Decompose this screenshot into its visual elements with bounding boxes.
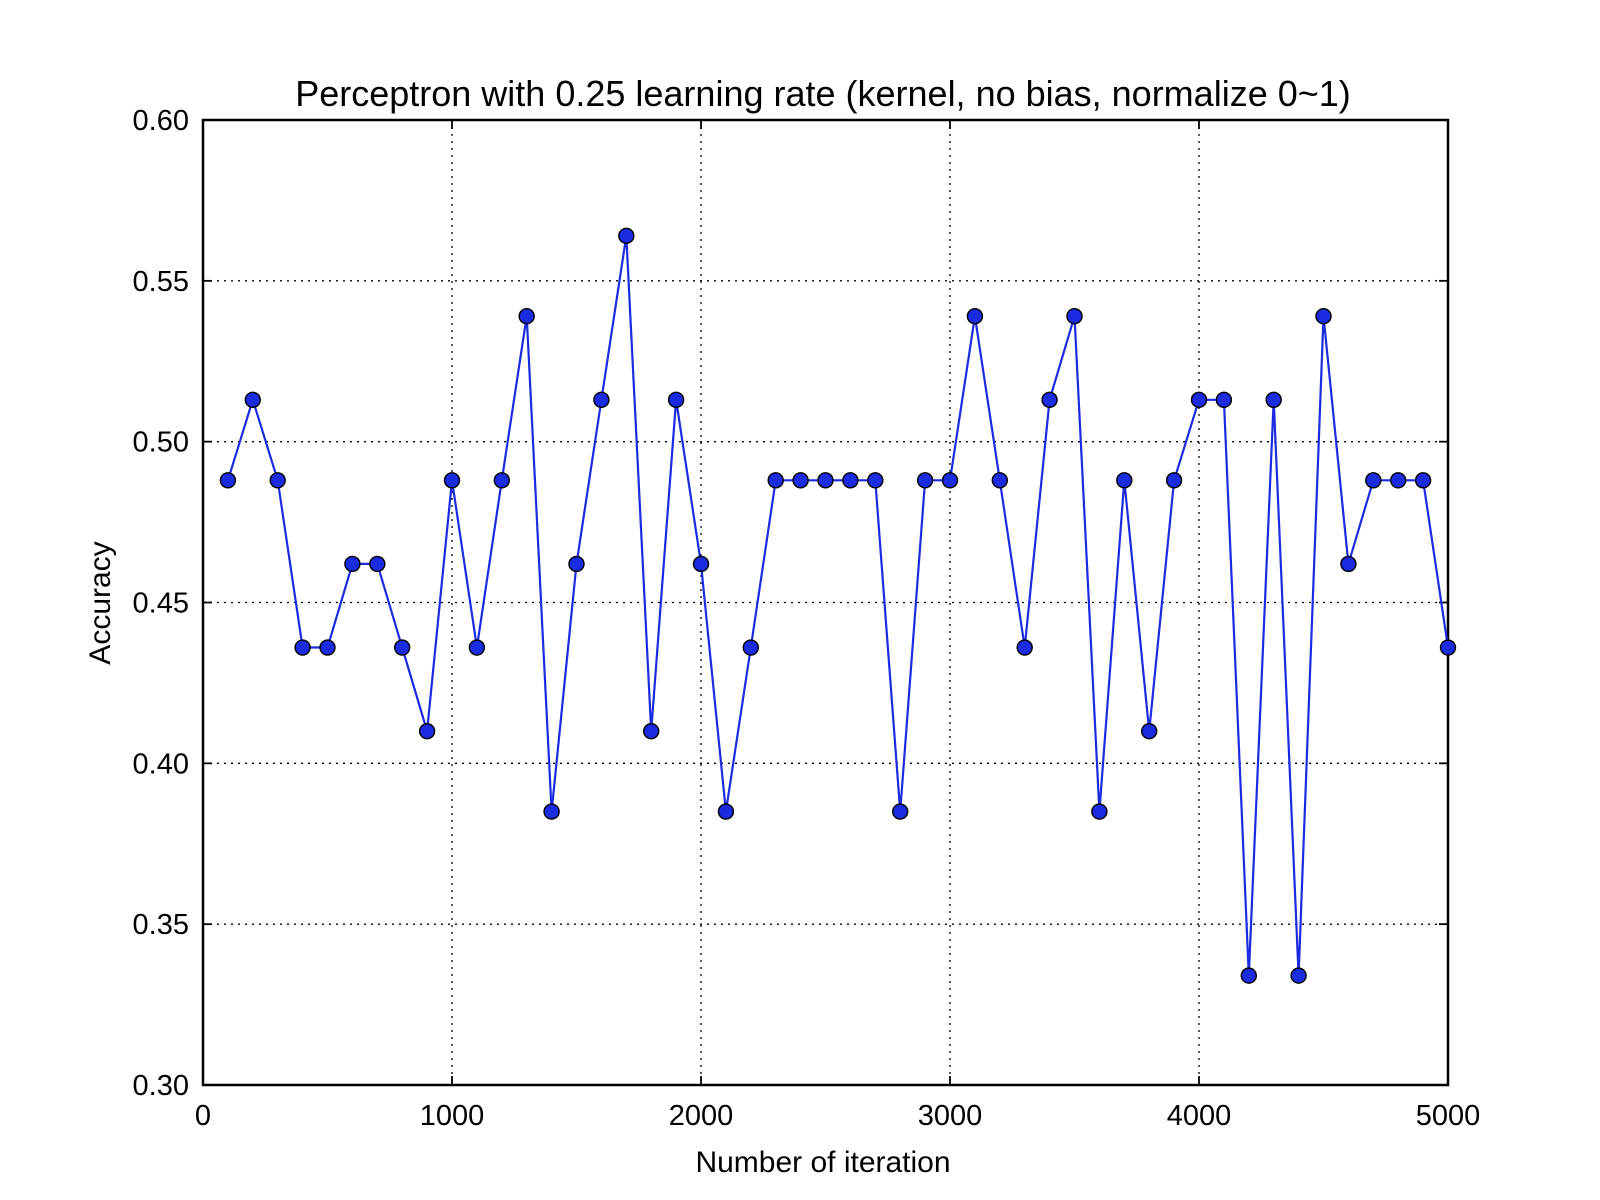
data-point xyxy=(842,472,859,489)
data-point xyxy=(1165,472,1183,489)
data-point xyxy=(1414,472,1432,489)
data-point xyxy=(1041,391,1058,409)
data-point xyxy=(1389,472,1407,489)
data-point xyxy=(618,227,635,245)
data-point xyxy=(1116,472,1133,489)
data-point xyxy=(1290,967,1307,984)
series-line xyxy=(226,235,1450,976)
series xyxy=(219,227,1457,984)
data-point xyxy=(643,722,660,740)
chart-title: Perceptron with 0.25 learning rate (kern… xyxy=(295,73,1351,114)
y-tick-label: 0.60 xyxy=(133,105,189,137)
y-tick-labels: 0.30 0.35 0.40 0.45 0.50 0.55 0.60 xyxy=(133,105,189,1102)
x-tick-label: 4000 xyxy=(1167,1100,1232,1132)
data-point xyxy=(1315,308,1332,325)
data-point xyxy=(344,555,361,573)
data-point xyxy=(1066,308,1083,325)
data-point xyxy=(1016,639,1033,656)
data-point xyxy=(468,639,486,656)
data-point xyxy=(1215,391,1233,409)
data-point xyxy=(692,555,710,573)
x-tick-label: 1000 xyxy=(420,1100,485,1132)
data-point xyxy=(319,639,336,656)
data-point xyxy=(742,639,759,656)
data-point xyxy=(593,391,610,409)
y-tick-label: 0.35 xyxy=(133,909,189,941)
data-point xyxy=(294,639,311,656)
data-point xyxy=(443,472,461,489)
y-tick-label: 0.40 xyxy=(133,748,189,780)
data-point xyxy=(792,472,809,489)
data-point xyxy=(941,472,959,489)
data-point xyxy=(269,472,286,489)
data-point xyxy=(966,308,984,325)
data-point xyxy=(991,472,1008,489)
data-point xyxy=(1091,803,1108,820)
x-tick-label: 5000 xyxy=(1416,1100,1481,1132)
data-point xyxy=(867,472,884,489)
y-tick-label: 0.50 xyxy=(133,427,189,459)
data-point xyxy=(767,472,784,489)
data-point xyxy=(1140,722,1158,740)
data-point xyxy=(543,803,560,820)
data-point xyxy=(369,555,386,573)
data-point xyxy=(1190,391,1208,409)
x-tick-label: 0 xyxy=(195,1100,211,1132)
data-point xyxy=(717,803,735,820)
data-point xyxy=(892,803,909,820)
y-tick-label: 0.45 xyxy=(133,588,189,620)
x-axis-label: Number of iteration xyxy=(695,1146,950,1179)
data-point xyxy=(667,391,685,409)
y-tick-label: 0.55 xyxy=(133,266,189,298)
data-point xyxy=(418,722,436,740)
data-point xyxy=(219,472,237,489)
data-point xyxy=(1340,555,1357,573)
data-point xyxy=(244,391,262,409)
data-point xyxy=(518,308,535,325)
y-axis-label: Accuracy xyxy=(84,541,117,664)
plot-frame xyxy=(201,118,1450,1087)
data-point xyxy=(817,472,834,489)
y-tick-label: 0.30 xyxy=(133,1070,189,1102)
data-point xyxy=(1240,967,1258,984)
x-tick-labels: 0 1000 2000 3000 4000 5000 xyxy=(195,1100,1480,1132)
data-point xyxy=(394,639,411,656)
data-point xyxy=(493,472,510,489)
data-point xyxy=(1439,639,1457,656)
data-point xyxy=(1265,391,1282,409)
data-point xyxy=(1365,472,1382,489)
x-tick-label: 2000 xyxy=(669,1100,734,1132)
x-tick-label: 3000 xyxy=(918,1100,983,1132)
data-point xyxy=(568,555,585,573)
data-point xyxy=(916,472,934,489)
